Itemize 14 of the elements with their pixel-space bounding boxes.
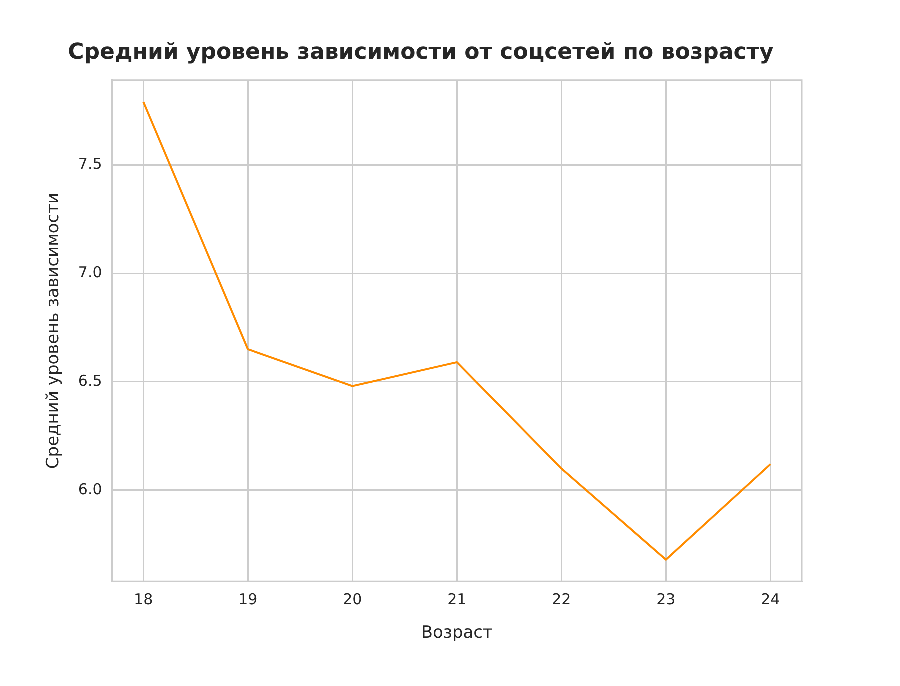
y-tick-label: 6.0 xyxy=(78,480,102,498)
y-tick-label: 7.5 xyxy=(78,154,102,173)
x-tick-label: 20 xyxy=(343,590,362,608)
y-axis-title: Средний уровень зависимости xyxy=(44,192,64,470)
x-tick-label: 22 xyxy=(552,590,572,608)
x-tick-label: 24 xyxy=(761,590,780,608)
x-axis-title: Возраст xyxy=(421,623,494,644)
x-tick-label: 19 xyxy=(238,590,258,608)
x-tick-label: 21 xyxy=(448,590,467,608)
y-tick-label: 6.5 xyxy=(78,372,102,390)
y-tick-label: 7.0 xyxy=(78,263,102,282)
chart-title: Средний уровень зависимости от соцсетей по возрасту xyxy=(68,40,774,65)
x-tick-label: 23 xyxy=(656,590,676,608)
x-tick-label: 18 xyxy=(134,590,154,608)
